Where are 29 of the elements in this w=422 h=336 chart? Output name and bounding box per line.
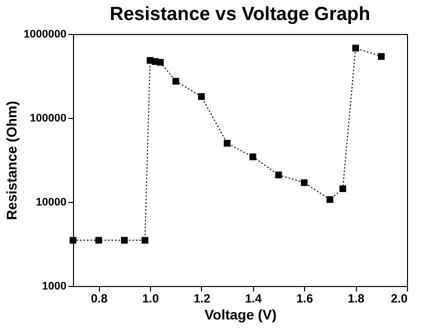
point xyxy=(275,172,282,178)
point xyxy=(326,196,334,203)
x-axis-title: Voltage (V) xyxy=(204,306,277,322)
point xyxy=(224,140,231,147)
y-tick-label: 100000 xyxy=(30,112,66,124)
point xyxy=(121,236,128,244)
x-tick-label: 0.8 xyxy=(90,292,108,306)
y-tick-label: 1000000 xyxy=(24,28,66,40)
x-tick-label: 1.0 xyxy=(142,292,160,306)
point xyxy=(378,53,385,60)
point xyxy=(95,236,102,244)
point xyxy=(172,78,180,85)
point xyxy=(142,236,148,244)
y-tick-label: 10000 xyxy=(36,196,66,208)
point xyxy=(339,185,346,192)
point xyxy=(300,179,308,186)
point xyxy=(198,93,205,100)
y-axis-title: Resistance (Ohm) xyxy=(4,100,20,220)
x-tick-label: 1.6 xyxy=(296,292,314,306)
point xyxy=(352,44,359,52)
x-tick-label: 1.2 xyxy=(194,292,211,306)
y-tick-label: 1000 xyxy=(42,280,66,292)
x-tick-label: 1.8 xyxy=(348,292,365,306)
x-tick-label: 1.4 xyxy=(245,292,262,306)
point xyxy=(70,236,76,244)
x-tick-label: 2.0 xyxy=(390,292,408,306)
point xyxy=(157,58,164,66)
chart-title: Resistance vs Voltage Graph xyxy=(110,4,370,25)
point xyxy=(249,153,256,160)
